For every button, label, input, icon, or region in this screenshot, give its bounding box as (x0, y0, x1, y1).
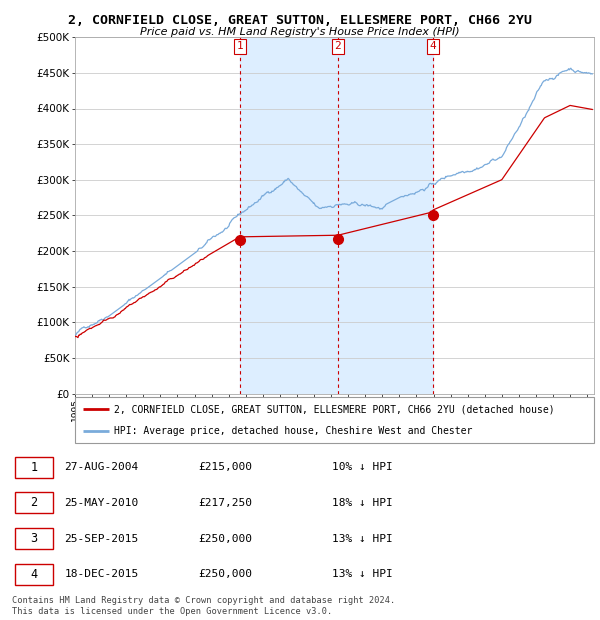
Bar (338, 37, 433, 394)
Text: 3: 3 (30, 532, 37, 545)
Text: £215,000: £215,000 (198, 463, 252, 472)
Text: 13% ↓ HPI: 13% ↓ HPI (332, 569, 393, 579)
Text: 13% ↓ HPI: 13% ↓ HPI (332, 534, 393, 544)
Text: 25-SEP-2015: 25-SEP-2015 (64, 534, 139, 544)
Text: 4: 4 (30, 568, 37, 581)
Text: 18-DEC-2015: 18-DEC-2015 (64, 569, 139, 579)
Text: £217,250: £217,250 (198, 498, 252, 508)
Bar (240, 37, 338, 394)
Text: 1: 1 (30, 461, 37, 474)
FancyBboxPatch shape (15, 457, 53, 478)
Text: 27-AUG-2004: 27-AUG-2004 (64, 463, 139, 472)
Text: 1: 1 (236, 42, 243, 51)
Text: 25-MAY-2010: 25-MAY-2010 (64, 498, 139, 508)
Text: 4: 4 (430, 42, 436, 51)
Text: £250,000: £250,000 (198, 569, 252, 579)
Text: 2: 2 (335, 42, 341, 51)
FancyBboxPatch shape (15, 492, 53, 513)
Text: Price paid vs. HM Land Registry's House Price Index (HPI): Price paid vs. HM Land Registry's House … (140, 27, 460, 37)
Text: Contains HM Land Registry data © Crown copyright and database right 2024.
This d: Contains HM Land Registry data © Crown c… (12, 596, 395, 616)
FancyBboxPatch shape (15, 564, 53, 585)
Text: 2, CORNFIELD CLOSE, GREAT SUTTON, ELLESMERE PORT, CH66 2YU (detached house): 2, CORNFIELD CLOSE, GREAT SUTTON, ELLESM… (114, 404, 554, 414)
Text: 10% ↓ HPI: 10% ↓ HPI (332, 463, 393, 472)
Text: £250,000: £250,000 (198, 534, 252, 544)
Text: HPI: Average price, detached house, Cheshire West and Chester: HPI: Average price, detached house, Ches… (114, 426, 472, 436)
Text: 2: 2 (30, 497, 37, 510)
FancyBboxPatch shape (75, 397, 594, 443)
Text: 2, CORNFIELD CLOSE, GREAT SUTTON, ELLESMERE PORT, CH66 2YU: 2, CORNFIELD CLOSE, GREAT SUTTON, ELLESM… (68, 14, 532, 27)
Text: 18% ↓ HPI: 18% ↓ HPI (332, 498, 393, 508)
FancyBboxPatch shape (15, 528, 53, 549)
